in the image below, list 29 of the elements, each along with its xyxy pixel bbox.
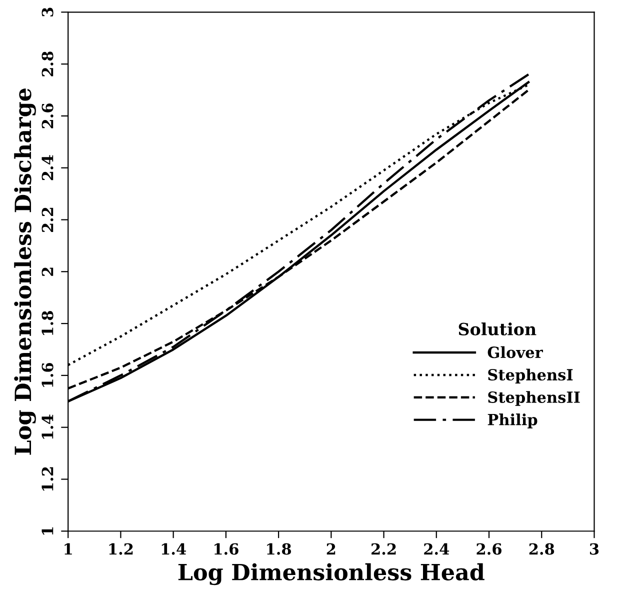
x-tick-label: 1.8 — [267, 543, 292, 555]
y-tick-label: 1.6 — [42, 362, 54, 387]
legend-title: Solution — [458, 322, 536, 336]
x-tick-label: 2 — [326, 543, 336, 555]
x-axis-title: Log Dimensionless Head — [178, 563, 484, 586]
y-tick-label: 2 — [42, 268, 54, 276]
y-tick-label: 2.6 — [42, 103, 54, 128]
x-tick-label: 1 — [64, 543, 72, 555]
x-tick-label: 1.2 — [109, 543, 133, 555]
y-tick-label: 2.4 — [42, 155, 54, 180]
legend-label: Glover — [488, 346, 544, 358]
legend-label: StephensI — [488, 368, 573, 384]
y-tick-label: 2.8 — [42, 52, 54, 76]
x-tick-label: 1.4 — [162, 543, 186, 555]
y-tick-label: 2.2 — [42, 208, 54, 232]
y-tick-label: 1.8 — [42, 311, 54, 335]
x-tick-label: 2.2 — [372, 543, 396, 555]
y-axis-title: Log Dimensionless Discharge — [14, 88, 36, 455]
x-tick-label: 2.8 — [529, 543, 554, 555]
y-tick-label: 1.4 — [42, 414, 54, 439]
x-tick-label: 2.4 — [424, 543, 450, 555]
legend-label: StephensII — [488, 391, 580, 406]
x-tick-label: 2.6 — [476, 543, 502, 555]
y-tick-label: 3 — [42, 8, 54, 16]
x-tick-label: 1.6 — [214, 543, 238, 555]
y-tick-label: 1.2 — [42, 467, 54, 491]
legend-label: Philip — [488, 414, 538, 428]
y-tick-label: 1 — [42, 527, 54, 535]
x-tick-label: 3 — [590, 543, 599, 555]
